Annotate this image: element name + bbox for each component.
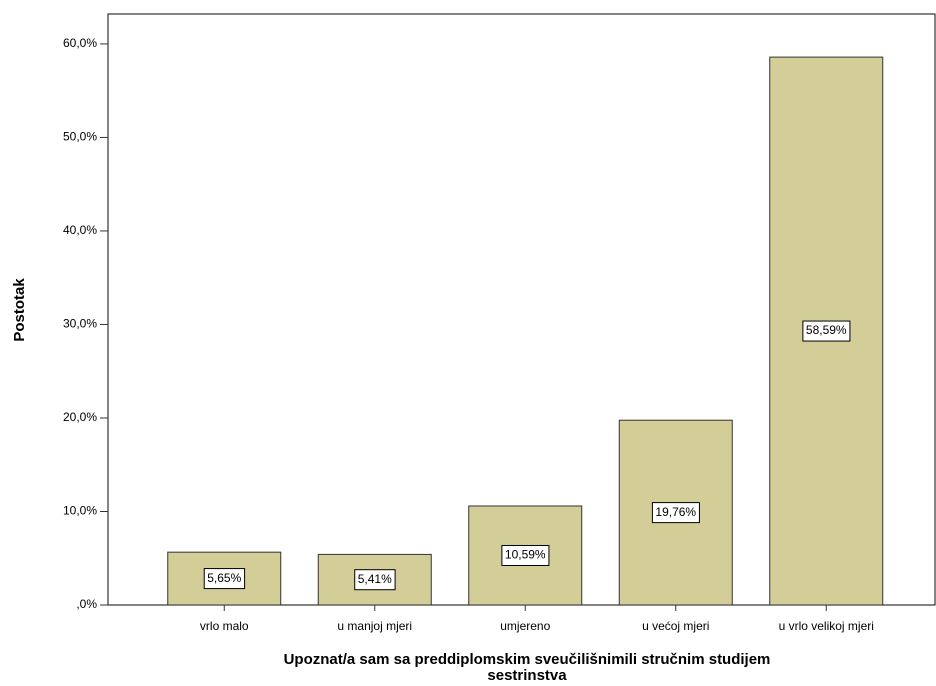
value-label: 19,76% [655,505,696,519]
label-box [354,569,396,591]
label-box [802,320,851,342]
y-tick-label: ,0% [76,597,97,611]
y-tick-label: 20,0% [63,410,97,424]
x-axis-title: Upoznat/a sam sa preddiplomskim sveučili… [284,651,771,668]
value-label: 10,59% [505,548,546,562]
x-axis-title: sestrinstva [487,667,567,684]
label-box [651,502,700,524]
value-label: 5,41% [358,572,392,586]
label-box [501,544,550,566]
y-tick-label: 10,0% [63,504,97,518]
x-tick-label: vrlo malo [200,619,249,633]
value-label: 5,65% [207,571,241,585]
label-box [203,568,246,590]
y-tick-label: 50,0% [63,130,97,144]
y-axis-title: Postotak [11,278,28,342]
value-label: 58,59% [806,323,847,337]
x-tick-label: u vrlo velikoj mjeri [779,619,874,633]
y-tick-label: 60,0% [63,36,97,50]
x-tick-label: umjereno [500,619,550,633]
y-tick-label: 30,0% [63,317,97,331]
y-tick-label: 40,0% [63,223,97,237]
bar [317,553,432,606]
x-tick-label: u većoj mjeri [642,619,709,633]
x-tick-label: u manjoj mjeri [337,619,412,633]
